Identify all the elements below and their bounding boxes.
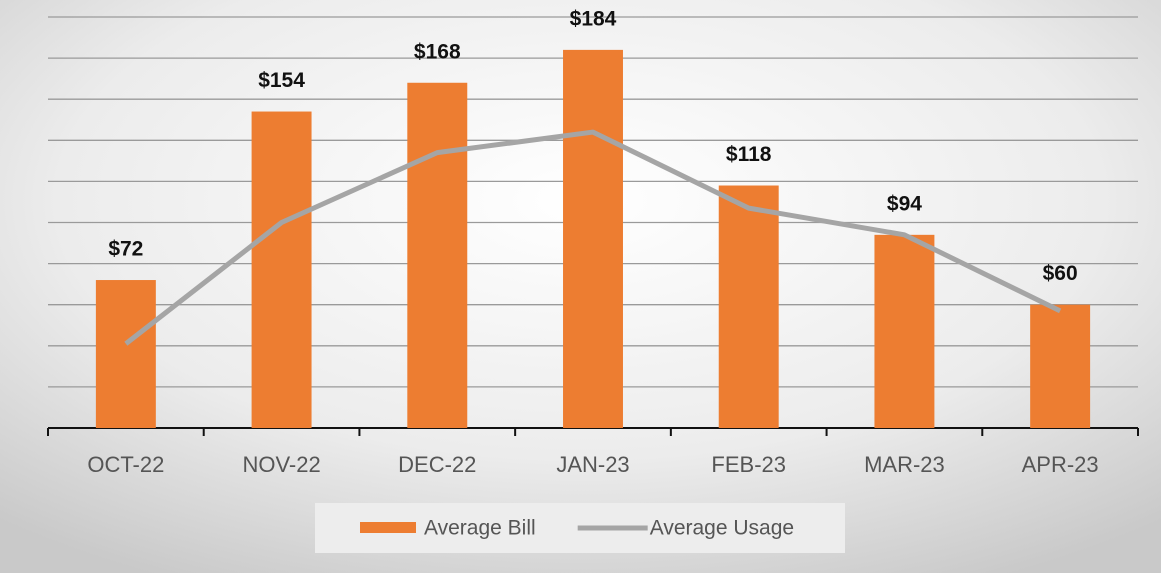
- bar: [251, 111, 312, 428]
- x-tick-label: NOV-22: [242, 452, 320, 477]
- line: [124, 129, 1062, 346]
- data-label: $72: [108, 238, 143, 261]
- marks: $72 $154 $168 $184 $118 $94 $60: [95, 7, 1091, 428]
- bar: [407, 82, 468, 428]
- data-label: $154: [258, 69, 305, 92]
- x-tick-label: OCT-22: [87, 452, 164, 477]
- bar: [563, 49, 623, 428]
- data-label: $118: [726, 143, 772, 166]
- data-label: $168: [414, 40, 461, 63]
- x-tick-label: FEB-23: [711, 452, 786, 477]
- x-tick-label: DEC-22: [398, 452, 476, 477]
- data-label: $94: [887, 192, 922, 215]
- legend-label: Average Bill: [424, 517, 536, 540]
- bar: [718, 185, 779, 428]
- bar: [874, 234, 935, 428]
- data-label: $184: [570, 7, 617, 30]
- legend-label: Average Usage: [650, 517, 794, 540]
- x-tick-label: JAN-23: [556, 452, 629, 477]
- x-tick-label: MAR-23: [864, 452, 945, 477]
- data-label: $60: [1043, 262, 1078, 285]
- bar: [1030, 304, 1091, 428]
- legend: Average Bill Average Usage: [315, 503, 845, 553]
- bar: [95, 280, 156, 428]
- x-tick-label: APR-23: [1022, 452, 1099, 477]
- legend-swatch: [360, 522, 416, 533]
